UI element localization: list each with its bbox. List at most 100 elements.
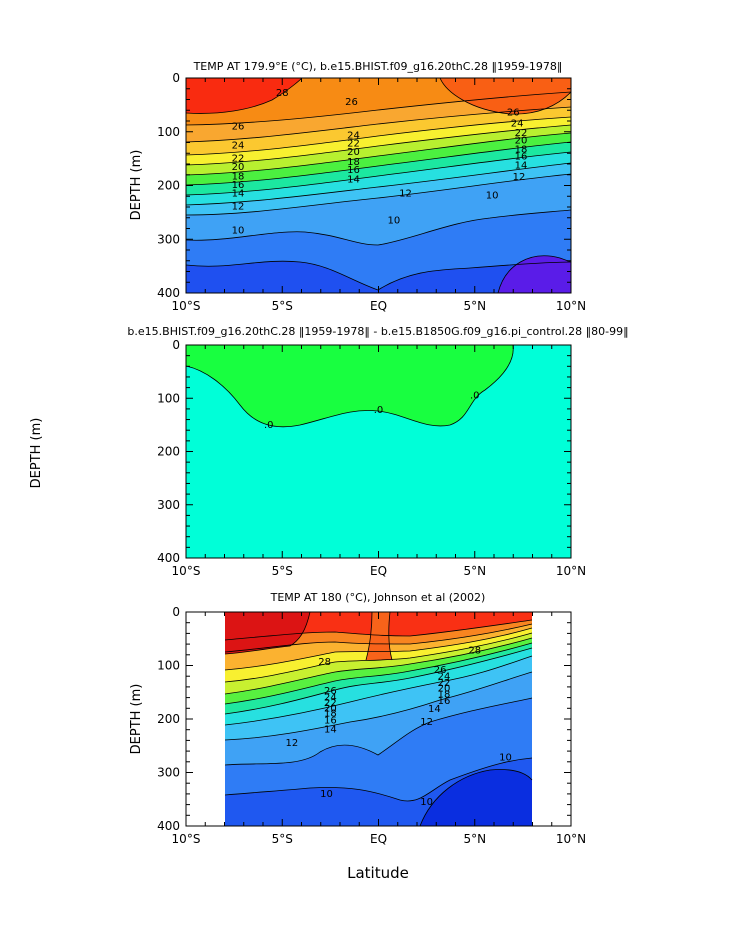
contour-label: 10	[486, 191, 499, 202]
contour-label: 12	[420, 717, 433, 728]
contour-label: .0	[374, 405, 384, 416]
contour-label: 10	[388, 215, 401, 226]
contour-label: 14	[232, 189, 245, 200]
contour-label: 20	[438, 684, 451, 695]
contour-label: 24	[347, 131, 360, 142]
contour-label: 18	[347, 157, 360, 168]
contour-label: 26	[434, 665, 447, 676]
panel-3: TEMP AT 180 (°C), Johnson et al (2002) D…	[129, 591, 586, 882]
y-tick-label: 200	[157, 712, 180, 726]
y-tick-label: 100	[157, 659, 180, 673]
contour-label: 14	[347, 175, 360, 186]
y-tick-label: 300	[157, 232, 180, 246]
contour-label: 20	[347, 147, 360, 158]
x-tick-label: 5°N	[463, 564, 486, 578]
contour-label: 24	[324, 693, 337, 704]
contour-label: 26	[507, 107, 520, 118]
y-tick-label: 400	[157, 286, 180, 300]
contour-label: 28	[276, 88, 289, 99]
contour-label: 22	[347, 139, 360, 150]
contour-label: 14	[428, 704, 441, 715]
panel-1: TEMP AT 179.9°E (°C), b.e15.BHIST.f09_g1…	[129, 60, 586, 313]
panel-1-axes: 10°S 5°S EQ 5°N 10°N 0 100 200 300 400	[157, 71, 586, 313]
panel-2-ylabel: DEPTH (m)	[29, 418, 44, 489]
contour-label: 18	[438, 689, 451, 700]
panel-3-contour-fill	[186, 612, 571, 826]
y-tick-label: 400	[157, 551, 180, 565]
x-tick-label: 10°S	[172, 832, 201, 846]
contour-label: 22	[232, 154, 245, 165]
y-tick-label: 100	[157, 391, 180, 405]
contour-label: .0	[470, 391, 480, 402]
panel-1-ylabel: DEPTH (m)	[129, 150, 144, 221]
x-tick-label: 10°N	[556, 299, 586, 313]
panel-3-ylabel: DEPTH (m)	[129, 684, 144, 755]
panel-3-contour-labels: 2828262422201816141226242220181614121010…	[286, 646, 512, 808]
x-tick-label: 5°N	[463, 299, 486, 313]
contour-label: 12	[232, 201, 245, 212]
y-tick-label: 200	[157, 445, 180, 459]
contour-label: 18	[324, 709, 337, 720]
panel-3-axes: 10°S 5°S EQ 5°N 10°N 0 100 200 300 400	[157, 605, 586, 846]
contour-label: 22	[324, 698, 337, 709]
contour-label: 16	[232, 180, 245, 191]
x-tick-label: EQ	[370, 564, 387, 578]
panel-2-contour-fill	[186, 345, 571, 558]
contour-label: 22	[438, 678, 451, 689]
contour-label: 14	[324, 725, 337, 736]
x-tick-label: 10°N	[556, 832, 586, 846]
contour-label: 16	[324, 716, 337, 727]
panel-1-contour-lines	[186, 78, 571, 293]
x-tick-label: EQ	[370, 299, 387, 313]
contour-label: .0	[264, 420, 274, 431]
y-tick-label: 300	[157, 498, 180, 512]
contour-label: 16	[438, 696, 451, 707]
contour-label: 12	[286, 738, 299, 749]
x-tick-label: 5°S	[272, 832, 293, 846]
contour-label: 24	[232, 141, 245, 152]
panel-2-contour-labels: .0 .0 .0	[264, 391, 480, 431]
contour-label: 16	[347, 165, 360, 176]
contour-label: 28	[318, 657, 331, 668]
panel-3-title: TEMP AT 180 (°C), Johnson et al (2002)	[270, 591, 486, 604]
contour-label: 20	[324, 703, 337, 714]
panel-1-title: TEMP AT 179.9°E (°C), b.e15.BHIST.f09_g1…	[193, 60, 563, 73]
panel-2: b.e15.BHIST.f09_g16.20thC.28 ‖1959-1978‖…	[29, 325, 629, 578]
contour-label: 24	[438, 672, 451, 683]
x-tick-label: EQ	[370, 832, 387, 846]
y-tick-label: 100	[157, 125, 180, 139]
x-tick-label: 5°S	[272, 299, 293, 313]
contour-label: 14	[515, 161, 528, 172]
x-axis-label: Latitude	[347, 864, 409, 882]
contour-label: 10	[320, 789, 333, 800]
contour-label: 10	[420, 797, 433, 808]
contour-label: 28	[468, 646, 481, 657]
panel-3-contour-lines	[224, 612, 533, 826]
x-tick-label: 10°S	[172, 564, 201, 578]
contour-label: 12	[513, 172, 526, 183]
x-tick-label: 10°S	[172, 299, 201, 313]
y-tick-label: 0	[172, 71, 180, 85]
x-tick-label: 5°N	[463, 832, 486, 846]
panel-2-axes: 10°S 5°S EQ 5°N 10°N 0 100 200 300 400	[157, 338, 586, 578]
panel-1-contour-labels: 2826262624242422222220202018181816161614…	[232, 88, 528, 237]
x-tick-label: 10°N	[556, 564, 586, 578]
contour-label: 10	[499, 753, 512, 764]
contour-label: 26	[232, 121, 245, 132]
y-tick-label: 400	[157, 819, 180, 833]
contour-label: 20	[232, 162, 245, 173]
y-tick-label: 0	[172, 605, 180, 619]
contour-label: 12	[399, 189, 412, 200]
x-tick-label: 5°S	[272, 564, 293, 578]
panel-2-title: b.e15.BHIST.f09_g16.20thC.28 ‖1959-1978‖…	[127, 325, 628, 338]
contour-label: 26	[324, 686, 337, 697]
contour-label: 20	[515, 135, 528, 146]
y-tick-label: 200	[157, 179, 180, 193]
contour-label: 18	[515, 144, 528, 155]
contour-label: 24	[511, 119, 524, 130]
contour-label: 26	[345, 97, 358, 108]
y-tick-label: 0	[172, 338, 180, 352]
contour-label: 10	[232, 226, 245, 237]
contour-label: 22	[515, 128, 528, 139]
